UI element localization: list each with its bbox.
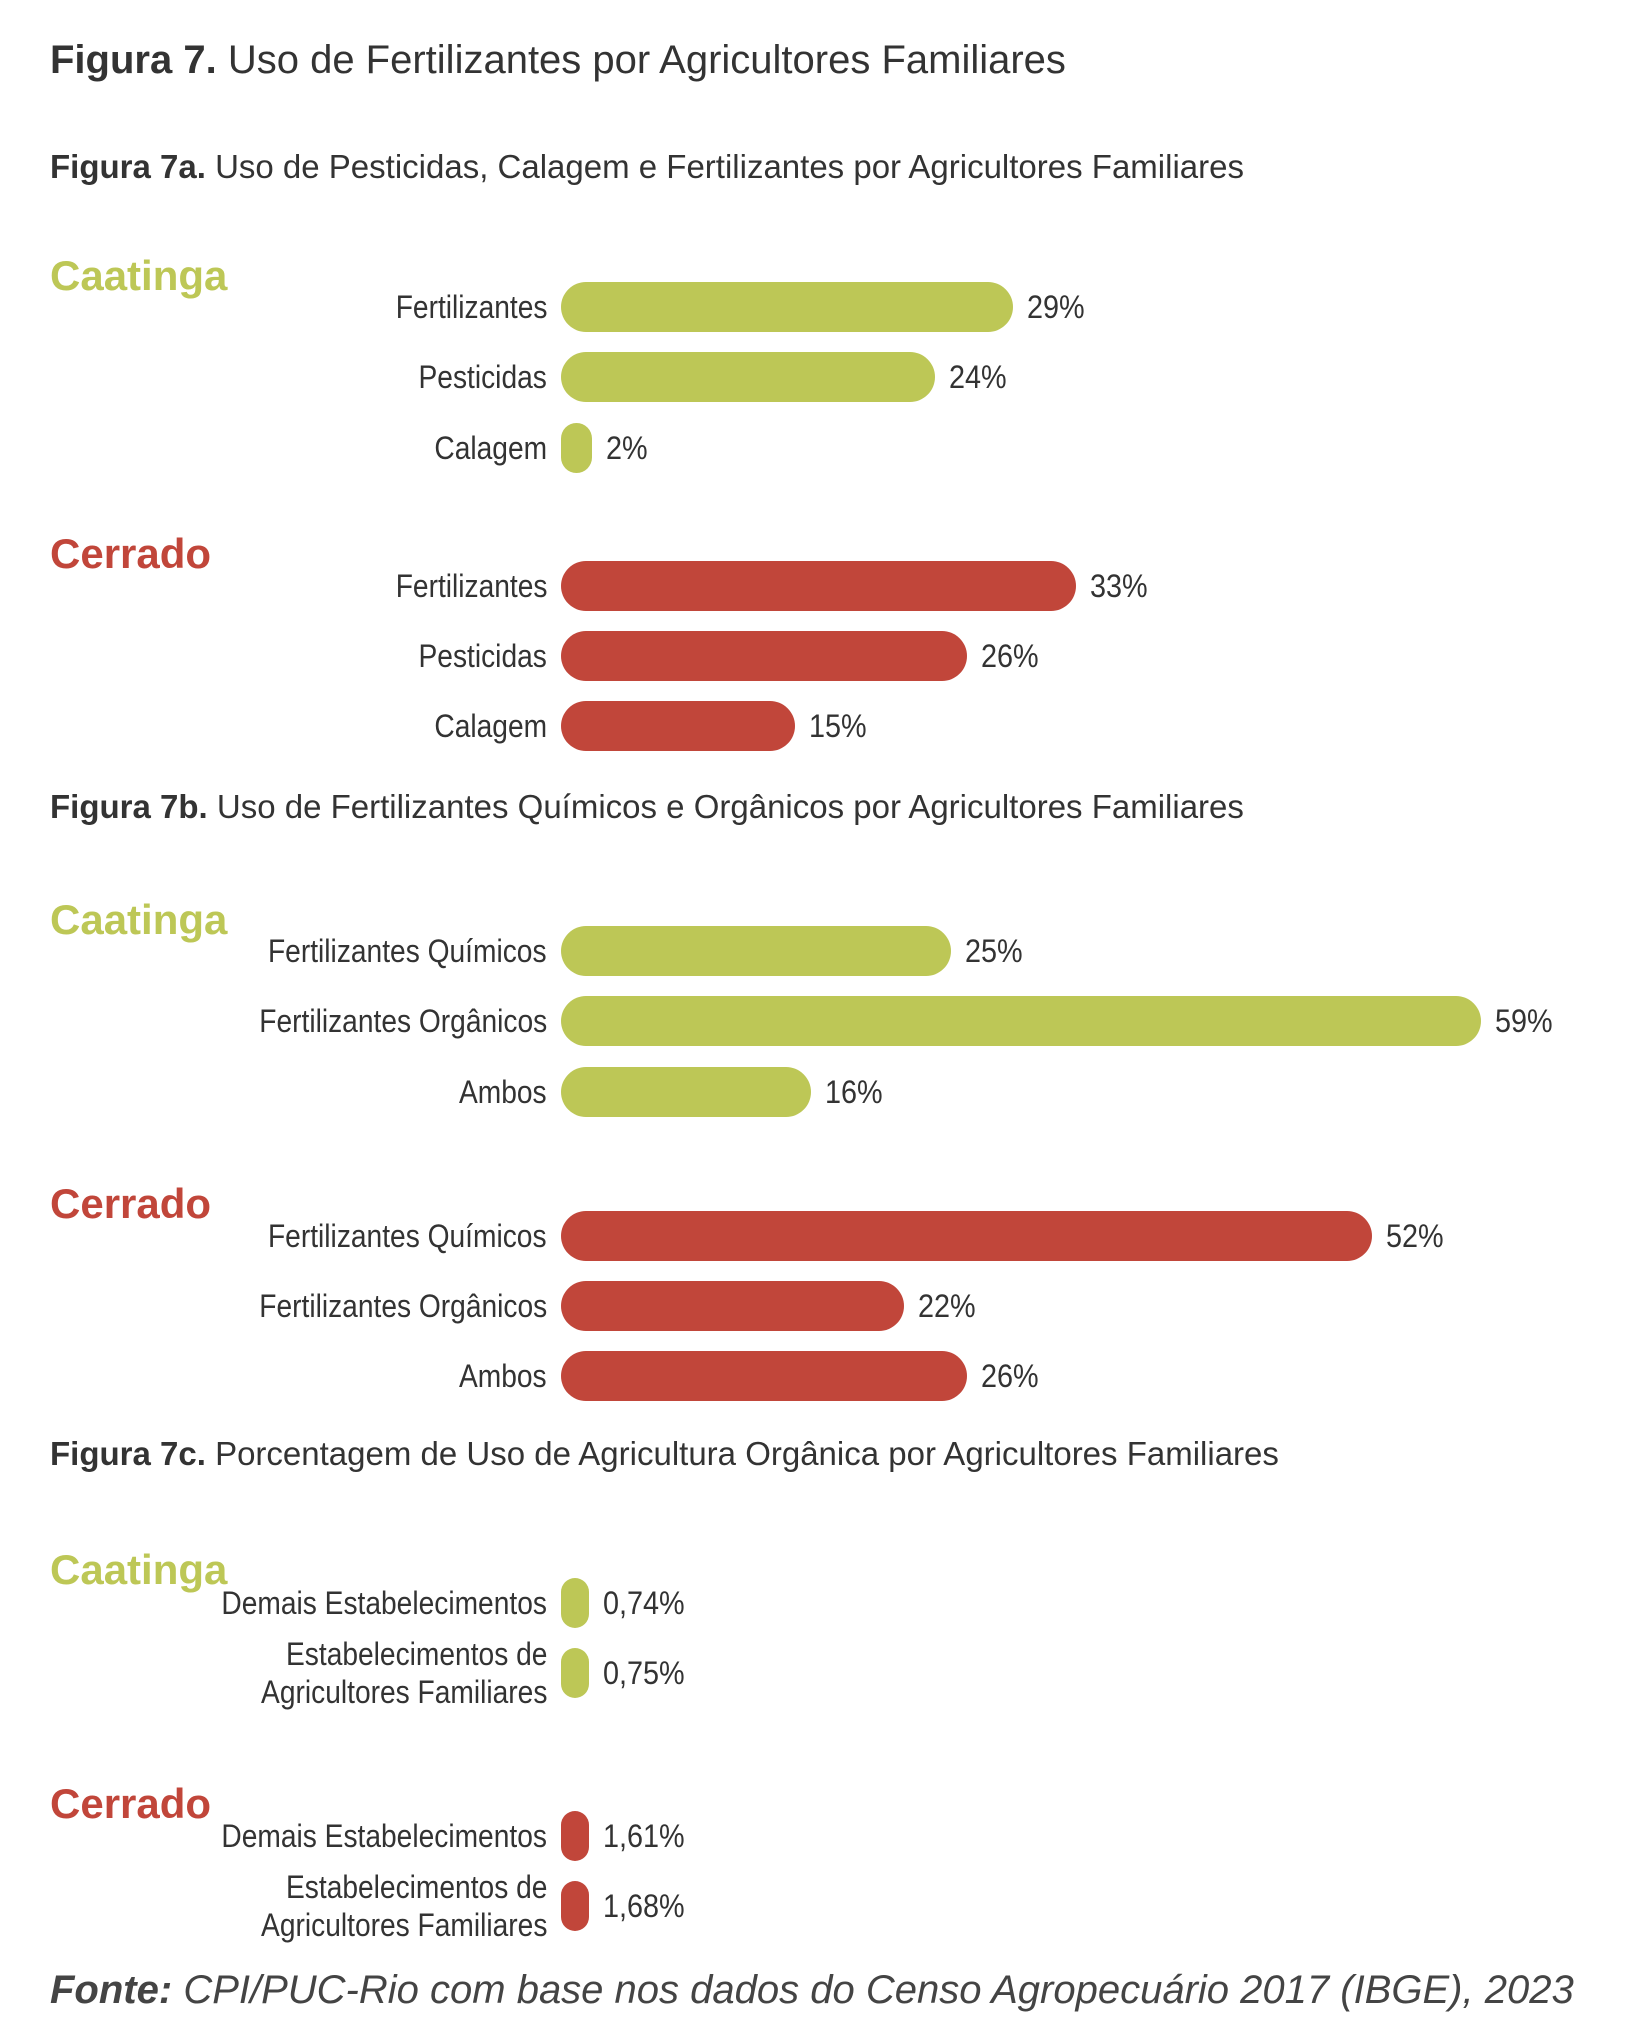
bar-category-label: Estabelecimentos de Agricultores Familiar… — [261, 1868, 547, 1944]
source-note: Fonte: CPI/PUC-Rio com base nos dados do… — [50, 1968, 1574, 2013]
bar-category-label: Fertilizantes — [395, 568, 547, 604]
bar-category-label: Calagem — [434, 430, 547, 466]
bar-category-label: Pesticidas — [418, 638, 547, 674]
bar-value-label: 1,61% — [603, 1818, 685, 1854]
bar-cerrado — [561, 1211, 1373, 1261]
bar-value-label: 24% — [949, 359, 1008, 395]
bar-category-label: Ambos — [459, 1074, 547, 1110]
bar-caatinga — [561, 1578, 589, 1628]
bar-value-label: 22% — [918, 1288, 976, 1324]
bar-caatinga — [561, 926, 951, 976]
bar-category-label: Demais Estabelecimentos — [221, 1585, 547, 1621]
bar-cerrado — [561, 631, 967, 681]
subfigure-title-text: Uso de Fertilizantes Químicos e Orgânico… — [216, 788, 1244, 825]
subfigure-label: Figura 7a. — [50, 148, 206, 185]
subfigure-title-text: Porcentagem de Uso de Agricultura Orgâni… — [215, 1435, 1279, 1472]
region-label-cerrado: Cerrado — [50, 1180, 212, 1227]
bar-value-label: 33% — [1089, 568, 1148, 604]
region-label-caatinga: Caatinga — [50, 896, 228, 943]
bar-category-label: Ambos — [459, 1358, 547, 1394]
bar-value-label: 2% — [606, 430, 648, 466]
bar-value-label: 15% — [809, 708, 867, 744]
bar-value-label: 29% — [1027, 289, 1086, 325]
bar-category-label: Estabelecimentos de Agricultores Familiar… — [261, 1635, 547, 1711]
bar-category-label-line: Estabelecimentos de — [285, 1636, 547, 1672]
bar-category-label: Fertilizantes Químicos — [268, 1218, 547, 1254]
bar-value-label: 16% — [824, 1074, 883, 1110]
bar-cerrado — [561, 1281, 905, 1331]
region-label-cerrado: Cerrado — [50, 530, 212, 577]
figure-title-text: Uso de Fertilizantes por Agricultores Fa… — [227, 38, 1066, 82]
bar-value-label: 26% — [980, 1358, 1039, 1394]
bar-category-label: Fertilizantes — [395, 289, 547, 325]
region-label-caatinga: Caatinga — [50, 1546, 228, 1593]
bar-cerrado — [561, 1351, 967, 1401]
subfigure-label: Figura 7b. — [50, 788, 208, 825]
subfigure-title-text: Uso de Pesticidas, Calagem e Fertilizant… — [215, 148, 1244, 185]
bar-category-label-line: Agricultores Familiares — [260, 1907, 547, 1943]
bar-cerrado — [561, 1881, 589, 1931]
bar-category-label: Fertilizantes Orgânicos — [259, 1288, 547, 1324]
bar-cerrado — [561, 561, 1076, 611]
bar-caatinga — [561, 282, 1014, 332]
bar-caatinga — [561, 1648, 589, 1698]
bar-category-label-line: Estabelecimentos de — [285, 1869, 547, 1905]
bar-value-label: 25% — [965, 933, 1023, 969]
subfigure-title: Figura 7a. Uso de Pesticidas, Calagem e … — [50, 148, 1244, 186]
bar-category-label: Fertilizantes Químicos — [268, 933, 547, 969]
source-text: CPI/PUC-Rio com base nos dados do Censo … — [183, 1968, 1574, 2012]
bar-cerrado — [561, 701, 795, 751]
bar-value-label: 0,75% — [603, 1655, 685, 1691]
bar-caatinga — [561, 996, 1482, 1046]
subfigure-title: Figura 7c. Porcentagem de Uso de Agricul… — [50, 1435, 1279, 1473]
subfigure-title: Figura 7b. Uso de Fertilizantes Químicos… — [50, 788, 1244, 826]
bar-value-label: 26% — [980, 638, 1039, 674]
bar-category-label: Calagem — [434, 708, 547, 744]
figure-title: Figura 7. Uso de Fertilizantes por Agric… — [50, 38, 1066, 83]
bar-cerrado — [561, 1811, 589, 1861]
bar-value-label: 59% — [1495, 1003, 1554, 1039]
region-label-caatinga: Caatinga — [50, 252, 228, 299]
bar-value-label: 52% — [1386, 1218, 1444, 1254]
figure-label: Figura 7. — [50, 38, 217, 82]
bar-category-label-line: Agricultores Familiares — [260, 1674, 547, 1710]
bar-category-label: Pesticidas — [418, 359, 547, 395]
bar-caatinga — [561, 1067, 811, 1117]
bar-category-label: Demais Estabelecimentos — [221, 1818, 547, 1854]
subfigure-label: Figura 7c. — [50, 1435, 206, 1472]
bar-value-label: 0,74% — [603, 1585, 685, 1621]
source-label: Fonte: — [50, 1968, 173, 2012]
bar-value-label: 1,68% — [603, 1888, 685, 1924]
bar-caatinga — [561, 352, 936, 402]
bar-category-label: Fertilizantes Orgânicos — [259, 1003, 547, 1039]
bar-caatinga — [561, 423, 593, 473]
region-label-cerrado: Cerrado — [50, 1780, 212, 1827]
